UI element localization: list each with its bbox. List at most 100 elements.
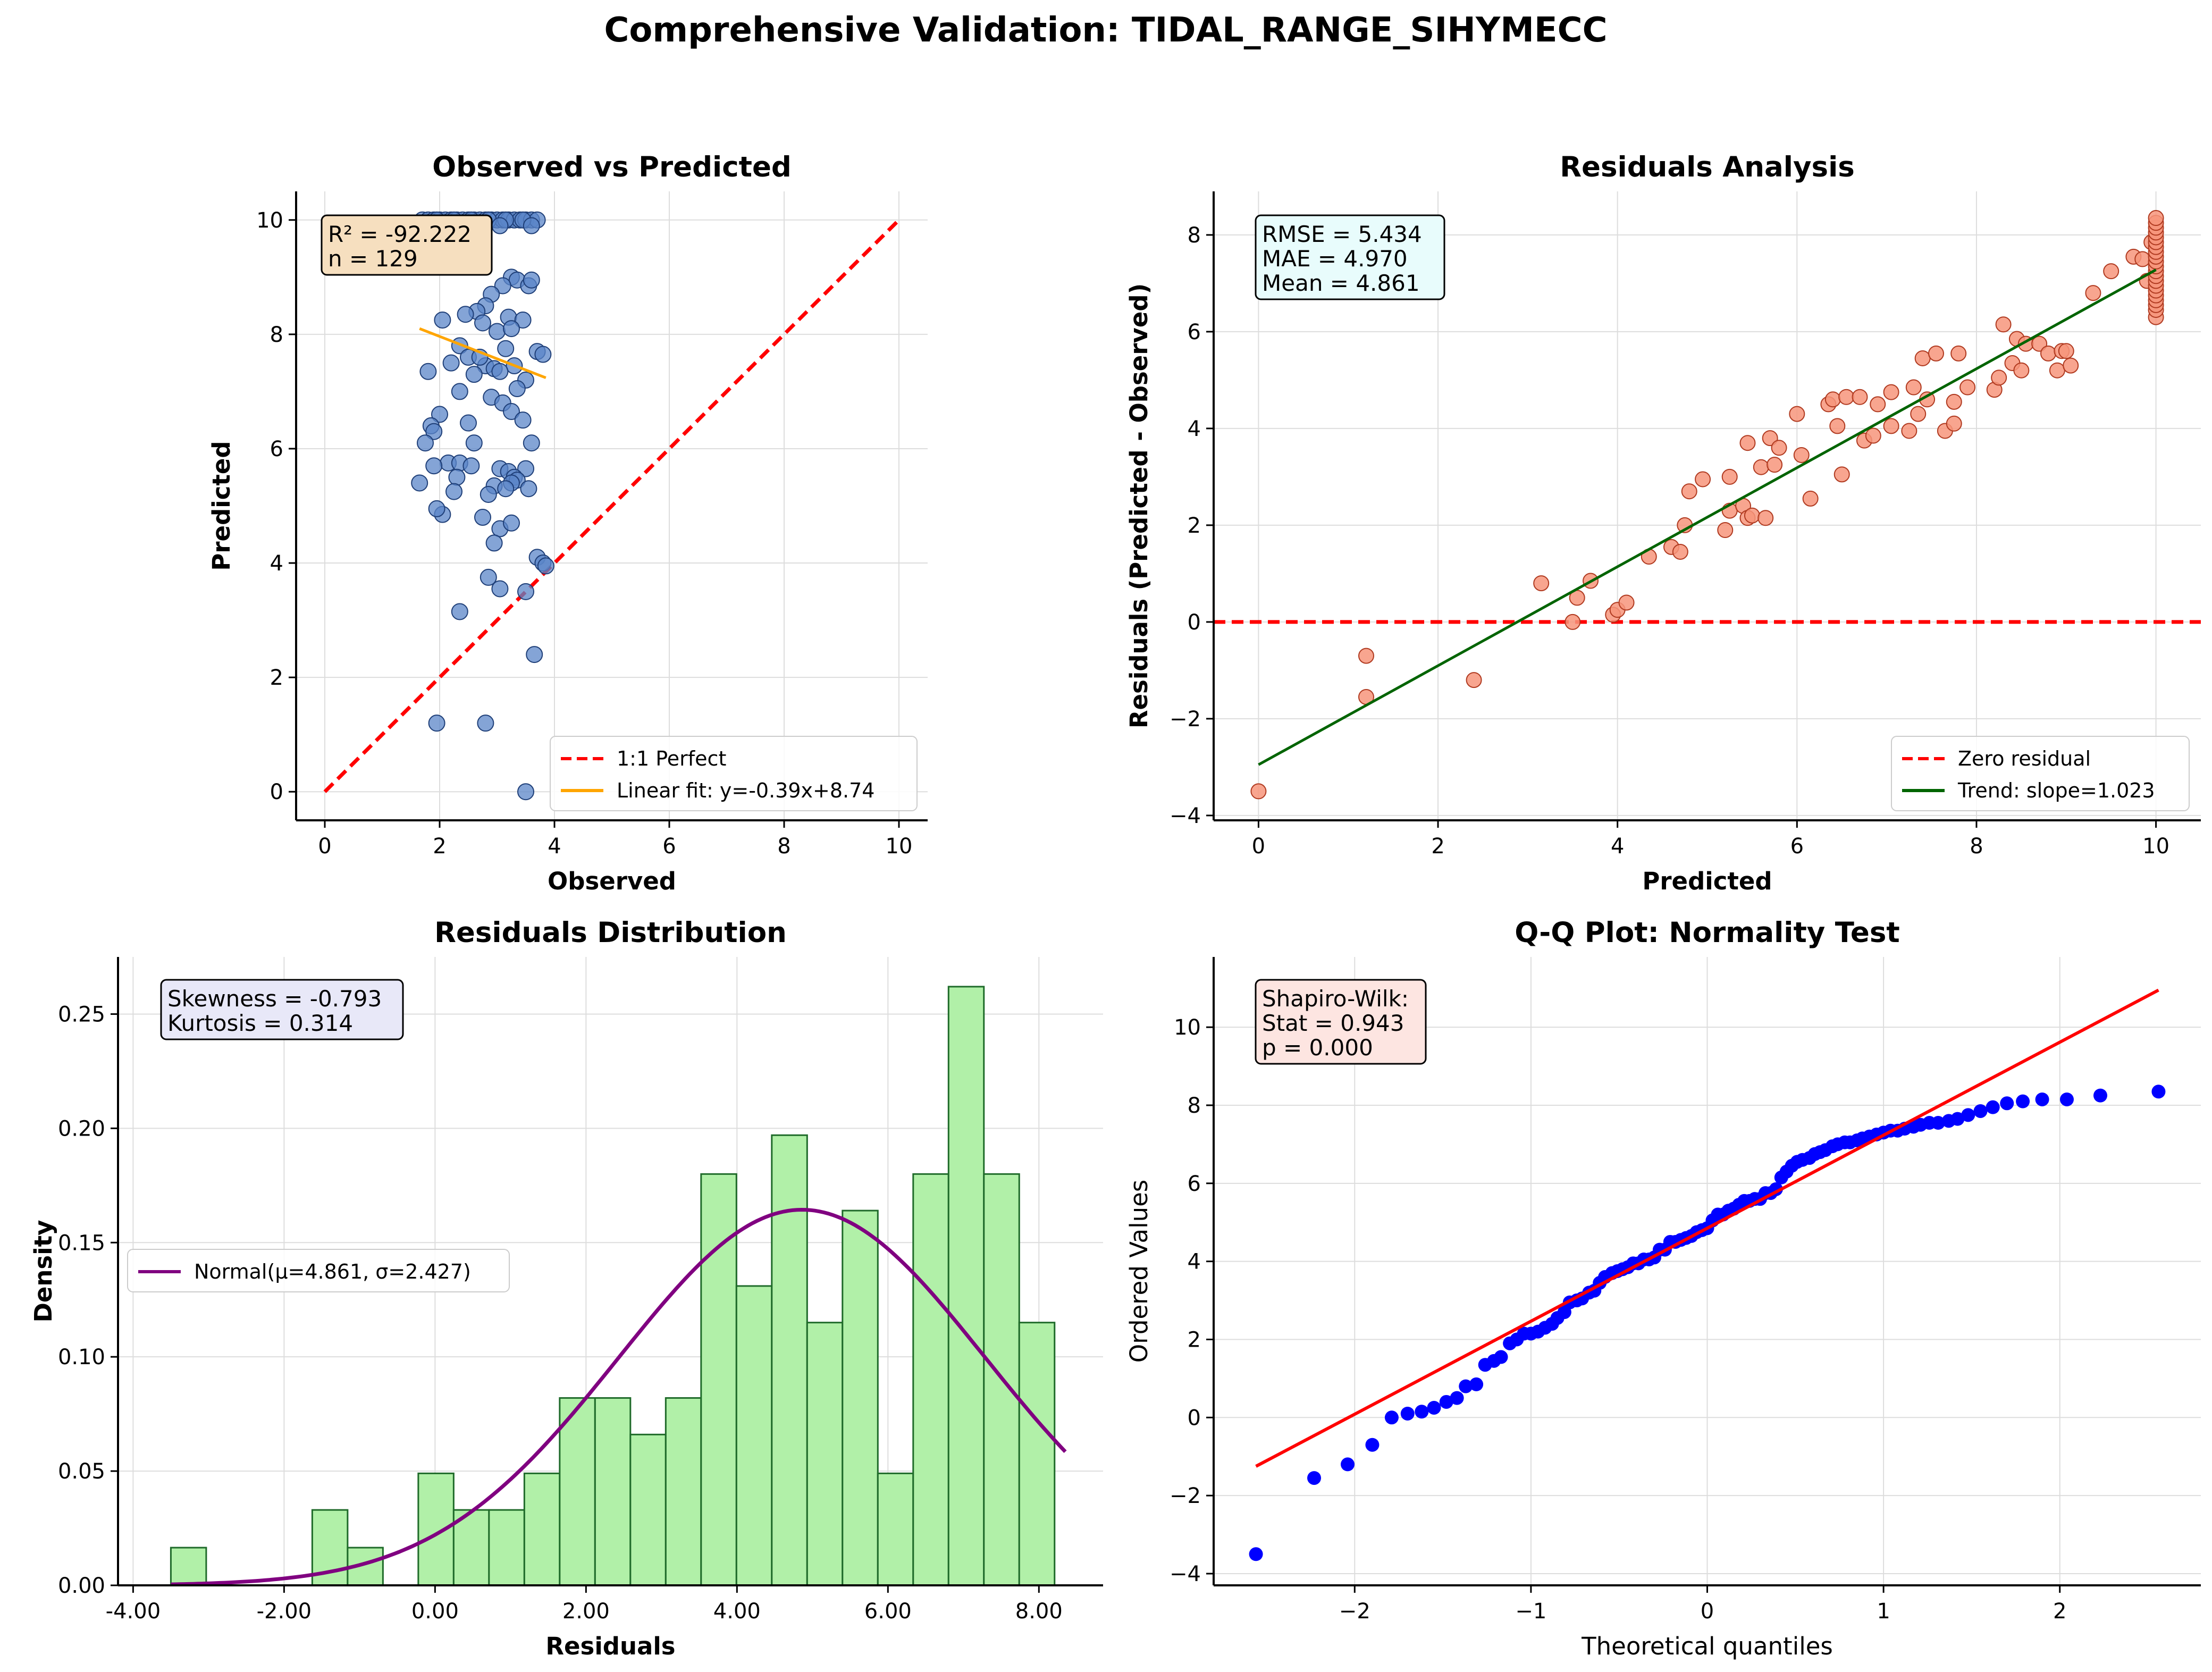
- residual-point: [1789, 406, 1805, 422]
- residual-point: [1533, 575, 1550, 592]
- y-tick-label: 0.20: [58, 1116, 105, 1141]
- qq-point: [1384, 1410, 1399, 1425]
- y-tick-label: 8: [1188, 1094, 1201, 1118]
- histogram-bar: [771, 1134, 808, 1586]
- x-tick-label: 10: [886, 834, 913, 859]
- x-tick-label: 4: [1611, 834, 1624, 859]
- residual-point: [1824, 391, 1841, 408]
- residual-point: [1744, 507, 1760, 524]
- residual-point: [2134, 251, 2151, 267]
- residual-point: [1901, 423, 1917, 439]
- legend-label: Trend: slope=1.023: [1957, 779, 2155, 802]
- residual-point: [1883, 418, 1899, 434]
- y-tick-label: 10: [1174, 1015, 1201, 1040]
- x-tick-label: 0: [318, 834, 331, 859]
- histogram-bar: [523, 1472, 561, 1586]
- histogram-bar: [170, 1547, 207, 1586]
- y-tick-label: −4: [1170, 804, 1201, 828]
- residual-point: [1618, 594, 1635, 611]
- scatter-point: [534, 346, 552, 363]
- histogram-bar: [559, 1397, 596, 1586]
- x-axis-label: Observed: [548, 867, 676, 895]
- residual-point: [2040, 345, 2057, 362]
- x-tick-label: 6.00: [864, 1599, 912, 1624]
- x-tick-label: 8: [1970, 834, 1983, 859]
- scatter-point: [503, 403, 520, 421]
- histogram-bar: [1018, 1322, 1056, 1586]
- qq-point: [1950, 1112, 1965, 1126]
- x-tick-label: 4.00: [713, 1599, 761, 1624]
- y-tick-label: 4: [1188, 417, 1201, 441]
- y-tick-label: 6: [1188, 320, 1201, 345]
- scatter-point: [489, 323, 506, 340]
- residual-point: [1250, 783, 1267, 800]
- residual-point: [1883, 384, 1899, 400]
- residual-point: [1950, 345, 1967, 362]
- residual-point: [1757, 510, 1774, 526]
- panel-residuals-analysis: 0 2 4 6 8 10 −4 −2 0 2 4 6 8 Residuals Analysis Predic…: [1125, 151, 2201, 895]
- residual-point: [2085, 285, 2101, 301]
- stats-text: R² = -92.222: [328, 221, 472, 247]
- scatter-point: [451, 383, 468, 400]
- scatter-point: [451, 603, 468, 620]
- scatter-point: [537, 557, 554, 575]
- residual-point: [1829, 418, 1846, 434]
- scatter-point: [460, 414, 477, 432]
- stats-text: n = 129: [328, 246, 418, 272]
- scatter-point: [474, 509, 491, 526]
- scatter-point: [508, 380, 526, 398]
- scatter-point: [428, 500, 445, 517]
- residual-point: [1767, 457, 1783, 473]
- y-tick-label: 4: [270, 551, 283, 576]
- y-tick-label: 0.05: [58, 1459, 105, 1484]
- x-tick-label: −1: [1515, 1599, 1546, 1624]
- scatter-point: [523, 217, 540, 234]
- residual-point: [1358, 648, 1374, 664]
- residual-point: [1991, 369, 2007, 386]
- y-tick-label: 0: [1188, 610, 1201, 635]
- x-tick-label: 2.00: [562, 1599, 610, 1624]
- scatter-point: [428, 715, 445, 732]
- qq-point: [2000, 1096, 2014, 1111]
- qq-point: [1494, 1350, 1508, 1364]
- scatter-point: [457, 306, 474, 323]
- histogram-bar: [594, 1397, 632, 1586]
- residual-point: [1565, 614, 1581, 630]
- trend-line: [1258, 268, 2157, 766]
- qq-point: [1450, 1391, 1464, 1405]
- y-tick-label: 2: [270, 666, 283, 690]
- residual-point: [1914, 350, 1931, 366]
- histogram-bar: [947, 986, 985, 1586]
- y-tick-label: 6: [270, 437, 283, 461]
- qq-point: [1365, 1438, 1380, 1452]
- scatter-point: [491, 580, 509, 598]
- stats-text: Skewness = -0.793: [167, 986, 382, 1012]
- x-tick-label: −2: [1339, 1599, 1370, 1624]
- x-tick-label: 2: [1431, 834, 1444, 859]
- scatter-point: [491, 363, 509, 380]
- residual-point: [1721, 468, 1738, 485]
- panel-title: Residuals Distribution: [434, 917, 787, 949]
- x-tick-label: 0.00: [411, 1599, 459, 1624]
- stats-text: RMSE = 5.434: [1262, 221, 1422, 247]
- y-axis-label: Residuals (Predicted - Observed): [1125, 283, 1153, 728]
- qq-point: [2151, 1085, 2166, 1099]
- scatter-point: [419, 363, 437, 380]
- linear-fit-line: [419, 327, 546, 379]
- residual-point: [1946, 415, 1962, 432]
- panel-qq-plot: −2 −1 0 1 2 −4 −2 0 2 4 6 8 10 Q-Q Plot: Normality Te…: [1125, 917, 2201, 1660]
- histogram-bar: [488, 1509, 525, 1586]
- qq-point: [1973, 1104, 1988, 1118]
- x-tick-label: 8.00: [1015, 1599, 1063, 1624]
- y-axis-label: Density: [29, 1220, 57, 1323]
- scatter-point: [445, 483, 462, 500]
- y-tick-label: 8: [270, 323, 283, 347]
- qq-point: [1341, 1457, 1355, 1472]
- scatter-point: [462, 457, 480, 475]
- histogram-bar: [629, 1433, 667, 1586]
- scatter-point: [411, 474, 428, 492]
- residual-point: [1946, 393, 1962, 410]
- residual-point: [1838, 389, 1855, 405]
- scatter-point: [517, 583, 534, 600]
- y-tick-label: 0: [1188, 1406, 1201, 1430]
